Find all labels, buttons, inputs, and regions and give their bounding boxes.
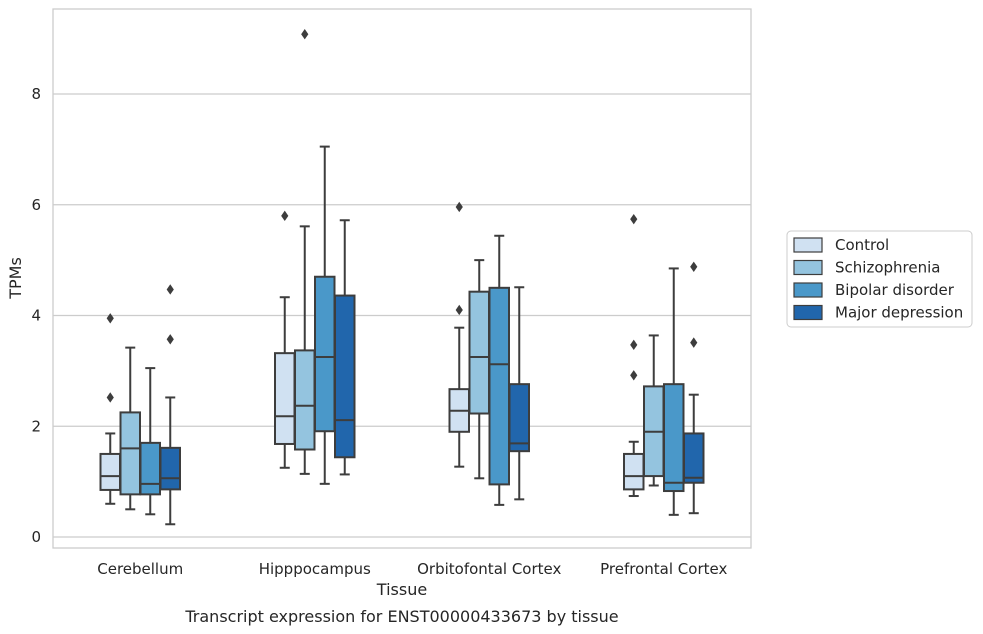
x-tick-label: Cerebellum — [97, 560, 183, 578]
y-axis-title: TPMs — [6, 257, 25, 300]
x-tick-labels: Cerebellum Hipppocampus Orbitofontal Corte… — [97, 560, 727, 578]
box-group — [468, 259, 490, 480]
x-tick-label: Orbitofontal Cortex — [417, 560, 561, 578]
legend-swatch — [793, 304, 823, 321]
x-tick-label: Prefrontal Cortex — [600, 560, 727, 578]
box-group — [508, 286, 530, 501]
outlier-point — [690, 261, 698, 272]
box-group — [139, 367, 161, 516]
box-iqr — [508, 383, 530, 453]
box-group — [159, 284, 181, 526]
box-group — [663, 267, 685, 516]
box-iqr — [294, 349, 316, 451]
legend-frame — [786, 230, 973, 328]
legend-swatch — [793, 282, 823, 298]
box-iqr — [334, 294, 356, 459]
outlier-point — [301, 28, 309, 40]
legend-label: Schizophrenia — [835, 259, 940, 277]
y-tick-labels: 0 2 4 6 8 — [31, 85, 41, 546]
box-iqr — [488, 286, 510, 486]
outlier-point — [690, 337, 698, 348]
box-group — [99, 313, 121, 505]
box-group — [643, 334, 665, 487]
y-tick-label: 0 — [31, 528, 41, 546]
box-group — [294, 28, 316, 475]
legend: Control Schizophrenia Bipolar disorder Majo… — [786, 230, 973, 328]
box-group — [314, 145, 336, 485]
plot-area-frame — [52, 8, 752, 549]
box-iqr — [468, 290, 490, 415]
legend-label: Control — [835, 236, 889, 254]
legend-items: Control Schizophrenia Bipolar disorder Majo… — [793, 236, 963, 322]
outlier-point — [455, 304, 463, 316]
legend-swatch — [793, 259, 823, 276]
box-group — [448, 201, 470, 468]
outlier-point — [106, 392, 114, 403]
outlier-point — [281, 210, 289, 222]
box-group — [623, 213, 645, 498]
outlier-point — [630, 213, 638, 225]
box-iqr — [139, 441, 161, 496]
x-tick-label: Hipppocampus — [259, 560, 371, 578]
y-tick-label: 8 — [31, 85, 41, 103]
legend-label: Bipolar disorder — [835, 281, 955, 299]
y-tick-label: 6 — [31, 196, 41, 214]
chart-caption: Transcript expression for ENST0000043367… — [184, 607, 618, 626]
box-group — [274, 210, 296, 469]
box-group — [683, 261, 705, 515]
box-iqr — [119, 411, 141, 496]
box-iqr — [274, 352, 296, 445]
box-group — [119, 346, 141, 511]
box-iqr — [99, 452, 121, 491]
box-group — [488, 234, 510, 506]
legend-swatch — [793, 237, 823, 253]
outlier-point — [630, 370, 638, 381]
outlier-point — [166, 334, 174, 345]
boxes — [99, 28, 705, 526]
box-iqr — [663, 383, 685, 493]
y-tick-label: 4 — [31, 307, 41, 325]
box-iqr — [314, 275, 336, 433]
box-group — [334, 219, 356, 476]
outlier-point — [455, 201, 463, 213]
legend-label: Major depression — [835, 304, 963, 322]
box-iqr — [159, 446, 181, 491]
y-tick-label: 2 — [31, 417, 41, 435]
x-axis-title: Tissue — [376, 580, 427, 599]
box-iqr — [623, 452, 645, 491]
outlier-point — [630, 339, 638, 351]
outlier-point — [106, 313, 114, 324]
box-iqr — [683, 432, 705, 484]
outlier-point — [166, 284, 174, 295]
